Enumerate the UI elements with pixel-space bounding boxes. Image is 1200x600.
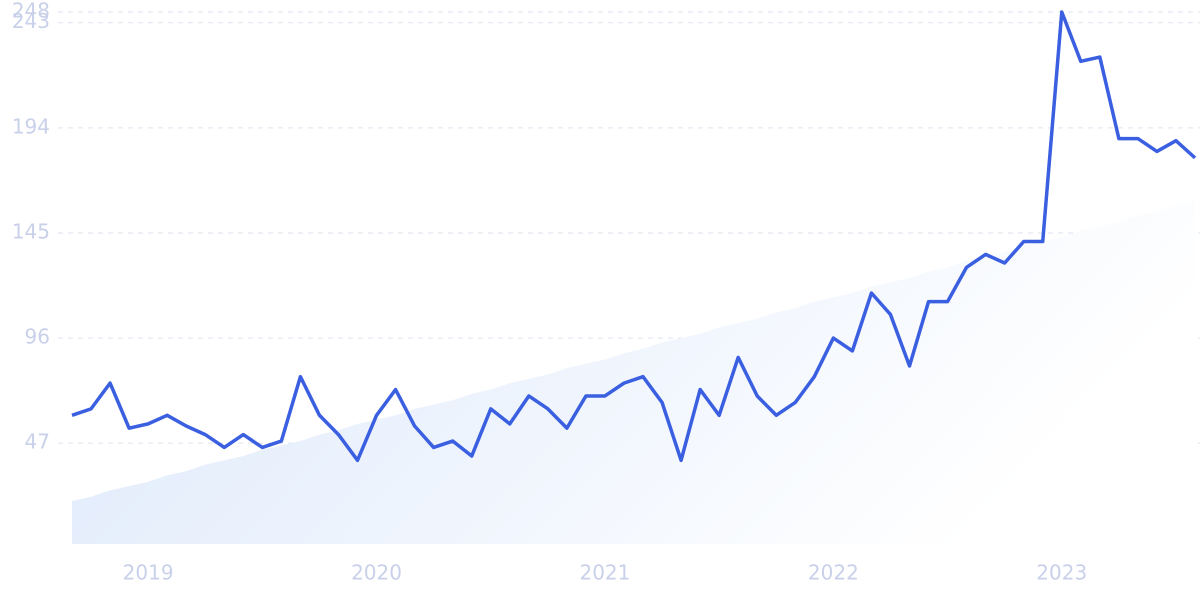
trend-area bbox=[72, 200, 1195, 544]
line bbox=[71, 10, 1197, 463]
y-tick-label: 96 bbox=[25, 325, 50, 349]
y-tick-label: 145 bbox=[12, 219, 50, 243]
y-tick-label: 47 bbox=[25, 430, 50, 454]
y-tick-label: 248 bbox=[12, 0, 50, 23]
y-tick-label: 194 bbox=[12, 114, 50, 138]
y-tick-label: 243 bbox=[12, 9, 50, 33]
x-tick-label: 2020 bbox=[351, 561, 402, 585]
x-tick-label: 2023 bbox=[1036, 561, 1087, 585]
x-tick-label: 2022 bbox=[808, 561, 859, 585]
x-tick-label: 2019 bbox=[123, 561, 174, 585]
x-tick-label: 2021 bbox=[579, 561, 630, 585]
